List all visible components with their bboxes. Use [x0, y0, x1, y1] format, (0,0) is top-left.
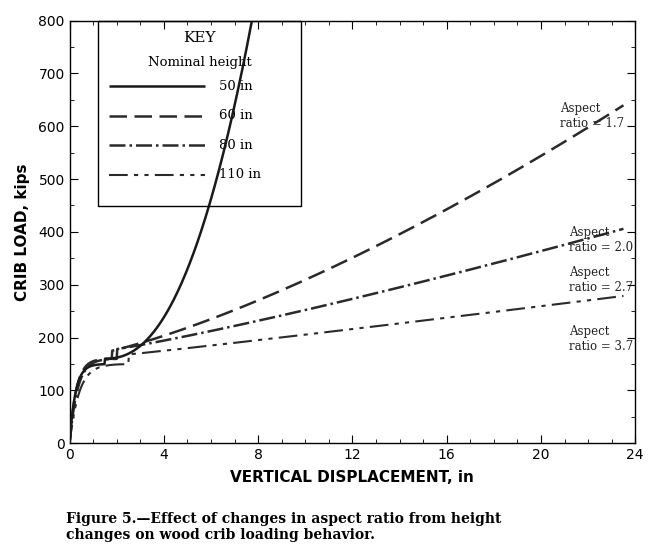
Text: Aspect
ratio = 1.7: Aspect ratio = 1.7	[560, 102, 624, 130]
Text: KEY: KEY	[183, 31, 216, 45]
Text: 50 in: 50 in	[219, 80, 253, 92]
Text: Figure 5.—Effect of changes in aspect ratio from height
changes on wood crib loa: Figure 5.—Effect of changes in aspect ra…	[66, 512, 501, 542]
Text: Aspect
ratio = 2.7: Aspect ratio = 2.7	[569, 266, 633, 295]
Text: Nominal height: Nominal height	[148, 56, 252, 70]
Text: Aspect
ratio = 3.7: Aspect ratio = 3.7	[569, 325, 633, 353]
Text: Aspect
ratio = 2.0: Aspect ratio = 2.0	[569, 226, 633, 254]
Text: 80 in: 80 in	[219, 138, 253, 152]
Text: 60 in: 60 in	[219, 109, 253, 122]
X-axis label: VERTICAL DISPLACEMENT, in: VERTICAL DISPLACEMENT, in	[231, 470, 474, 485]
Text: 110 in: 110 in	[219, 168, 262, 181]
Y-axis label: CRIB LOAD, kips: CRIB LOAD, kips	[15, 163, 30, 301]
